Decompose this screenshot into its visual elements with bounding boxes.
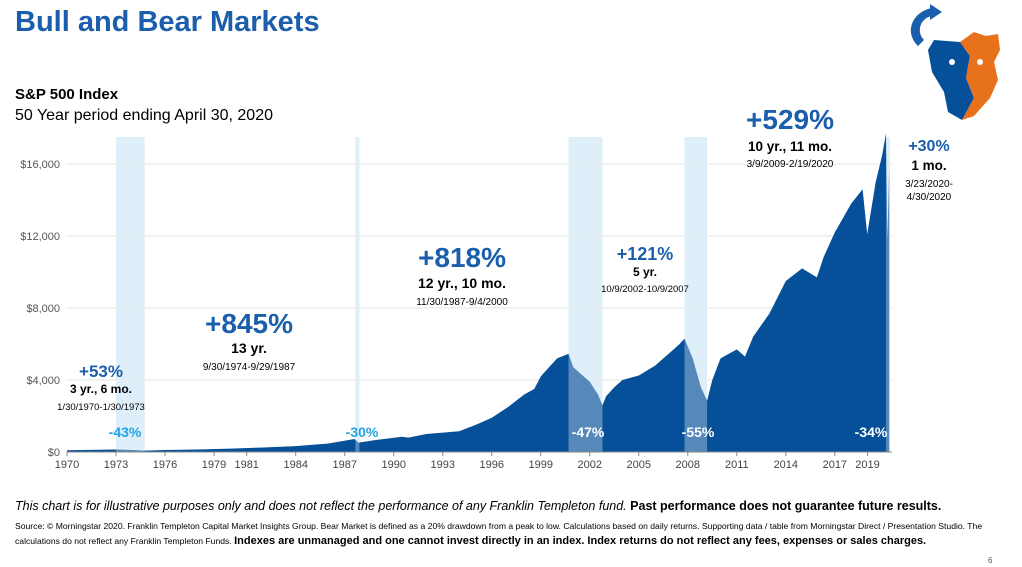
y-tick-label: $0 [48,447,60,459]
x-tick-label: 1993 [431,459,455,471]
bear-band-overlay-2 [568,137,603,452]
bear-market-label: -34% [855,424,888,440]
y-tick-label: $16,000 [20,159,60,171]
bull-gain-label: +53% [79,362,123,381]
bear-band-1 [355,137,360,452]
bear-market-label: -47% [572,424,605,440]
bear-band-overlay-4 [885,137,890,452]
y-tick-label: $12,000 [20,231,60,243]
bear-market-label: -30% [346,424,379,440]
page-title: Bull and Bear Markets [15,6,320,38]
bull-gain-label: +845% [205,308,293,339]
bear-band-overlay-3 [684,137,708,452]
bull-gain-label: +529% [746,104,834,135]
disclaimer-bold: Past performance does not guarantee futu… [630,499,942,513]
chart-subtitle: S&P 500 Index [15,86,119,103]
bull-dates-label: 3/9/2009-2/19/2020 [747,159,834,170]
y-tick-label: $4,000 [26,375,60,387]
x-tick-label: 1973 [104,459,128,471]
bear-band-overlay-1 [355,137,360,452]
x-tick-label: 1990 [381,459,405,471]
bear-market-label: -55% [682,424,715,440]
bull-gain-label: +30% [908,138,949,155]
bull-dates-label: 9/30/1974-9/29/1987 [203,362,296,373]
disclaimer-note: This chart is for illustrative purposes … [15,499,941,513]
x-tick-label: 1979 [202,459,226,471]
source-bold: Indexes are unmanaged and one cannot inv… [234,535,927,547]
sp500-chart: $0 $4,000 $8,000 $12,000 $16,000 1970 1973 197… [20,104,953,471]
x-tick-label: 2011 [725,459,749,471]
bear-band-overlay-0 [116,137,145,452]
x-tick-label: 2019 [855,459,879,471]
bull-dates-label: 1/30/1970-1/30/1973 [57,402,145,413]
bull-gain-label: +818% [418,242,506,273]
x-tick-label: 1984 [283,459,307,471]
x-tick-label: 1996 [480,459,504,471]
page-number: 6 [988,556,993,565]
bull-gain-label: +121% [617,244,674,264]
x-tick-label: 2008 [676,459,700,471]
x-tick-label: 1981 [234,459,258,471]
x-tick-label: 2014 [774,459,798,471]
bull-bear-logo-icon [910,4,1000,120]
x-tick-label: 1999 [529,459,553,471]
bull-duration-label: 1 mo. [911,158,946,173]
x-tick-label: 2002 [578,459,602,471]
chart-period: 50 Year period ending April 30, 2020 [15,107,273,124]
bull-dates-label: 3/23/2020- [905,179,953,190]
bull-dates-label: 11/30/1987-9/4/2000 [416,297,508,308]
x-tick-label: 1987 [332,459,356,471]
x-tick-label: 2005 [627,459,651,471]
disclaimer-italic: This chart is for illustrative purposes … [15,499,627,513]
bull-duration-label: 12 yr., 10 mo. [418,275,506,291]
x-tick-label: 2017 [823,459,847,471]
bull-duration-label: 10 yr., 11 mo. [748,139,832,154]
bull-duration-label: 5 yr. [633,265,657,279]
y-tick-label: $8,000 [26,303,60,315]
bull-dates-label: 4/30/2020 [907,192,952,203]
sp500-area-series [67,133,890,452]
bear-band-0 [116,137,145,452]
source-text: Source: © Morningstar 2020. Franklin Tem… [15,521,983,546]
bear-market-label: -43% [109,424,142,440]
bull-dates-label: 10/9/2002-10/9/2007 [601,284,689,295]
source-note: Source: © Morningstar 2020. Franklin Tem… [15,519,1005,549]
bull-duration-label: 13 yr. [231,340,267,356]
x-tick-label: 1976 [153,459,177,471]
bull-duration-label: 3 yr., 6 mo. [70,382,132,396]
x-tick-label: 1970 [55,459,79,471]
